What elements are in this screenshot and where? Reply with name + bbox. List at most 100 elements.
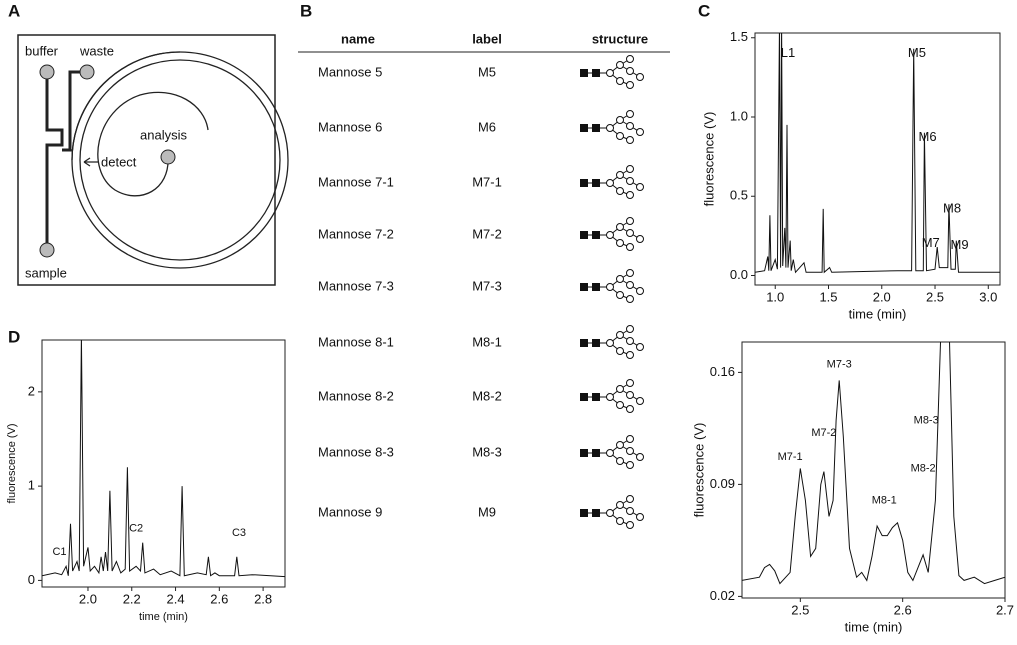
glycan-circle xyxy=(616,171,624,179)
glycan-circle xyxy=(636,343,644,351)
glycan-circle xyxy=(616,501,624,509)
x-tick-label: 1.5 xyxy=(819,289,837,304)
glycan-circle xyxy=(626,281,634,289)
glycan-circle xyxy=(606,339,614,347)
glycan-circle xyxy=(616,61,624,69)
glycan-circle xyxy=(636,73,644,81)
peak-label: M7 xyxy=(922,235,940,250)
glycan-label: M8-1 xyxy=(472,334,502,349)
glycan-circle xyxy=(626,461,634,469)
glycan-circle xyxy=(626,136,634,144)
glycan-circle xyxy=(616,385,624,393)
glycan-circle xyxy=(626,391,634,399)
glycan-square xyxy=(592,124,600,132)
glycan-label: M5 xyxy=(478,64,496,79)
x-tick-label: 2.0 xyxy=(79,591,97,606)
glycan-square xyxy=(580,449,588,457)
x-tick-label: 2.2 xyxy=(123,591,141,606)
peak-label: C1 xyxy=(52,546,66,558)
peak-label: M8 xyxy=(943,200,961,215)
glycan-label: M8-3 xyxy=(472,444,502,459)
peak-label: L1 xyxy=(781,45,795,60)
glycan-square xyxy=(592,283,600,291)
glycan-circle xyxy=(626,269,634,277)
trace xyxy=(42,340,285,578)
glycan-circle xyxy=(626,405,634,413)
glycan-circle xyxy=(636,128,644,136)
glycan-circle xyxy=(626,495,634,503)
glycan-circle xyxy=(616,331,624,339)
x-axis-label: time (min) xyxy=(139,611,188,623)
y-tick-label: 1.5 xyxy=(730,29,748,44)
glycan-circle xyxy=(626,521,634,529)
glycan-circle xyxy=(626,110,634,118)
panel-label: A xyxy=(8,1,20,20)
port-label: buffer xyxy=(25,43,59,58)
channels xyxy=(45,51,289,269)
plot-frame xyxy=(754,32,1001,286)
glycan-circle xyxy=(616,401,624,409)
glycan-circle xyxy=(626,325,634,333)
peak-label: C2 xyxy=(129,522,143,534)
glycan-circle xyxy=(616,77,624,85)
x-tick-label: 2.6 xyxy=(210,591,228,606)
glycan-square xyxy=(592,449,600,457)
glycan-circle xyxy=(626,191,634,199)
glycan-label: M7-2 xyxy=(472,226,502,241)
port xyxy=(160,149,176,165)
glycan-circle xyxy=(626,295,634,303)
glycan-name: Mannose 8-2 xyxy=(318,388,394,403)
peak-label: M7-3 xyxy=(827,358,852,370)
port xyxy=(39,242,55,258)
plot-frame xyxy=(41,339,286,588)
glycan-circle xyxy=(616,239,624,247)
glycan-circle xyxy=(606,509,614,517)
glycan-circle xyxy=(626,81,634,89)
column-header: label xyxy=(472,31,502,46)
x-tick-label: 2.4 xyxy=(167,591,185,606)
peak-label: M8-2 xyxy=(911,462,936,474)
glycan-circle xyxy=(616,291,624,299)
glycan-circle xyxy=(616,116,624,124)
panel-label: D xyxy=(8,327,20,346)
peak-label: M7-1 xyxy=(778,451,803,463)
glycan-circle xyxy=(636,453,644,461)
y-tick-label: 0.16 xyxy=(710,364,735,379)
peak-label: C3 xyxy=(232,527,246,539)
y-axis-label: fluorescence (V) xyxy=(701,112,716,207)
column-header: name xyxy=(341,31,375,46)
glycan-circle xyxy=(636,513,644,521)
glycan-name: Mannose 7-1 xyxy=(318,174,394,189)
peak-label: M7-2 xyxy=(811,427,836,439)
port-label: analysis xyxy=(140,127,187,142)
x-axis-label: time (min) xyxy=(849,306,907,321)
x-tick-label: 3.0 xyxy=(979,289,997,304)
glycan-circle xyxy=(606,124,614,132)
glycan-circle xyxy=(636,235,644,243)
peak-label: M5 xyxy=(908,45,926,60)
y-axis-label: fluorescence (V) xyxy=(691,423,706,518)
glycan-circle xyxy=(626,337,634,345)
glycan-circle xyxy=(626,229,634,237)
panel-label: B xyxy=(300,1,312,20)
glycan-circle xyxy=(616,457,624,465)
glycan-square xyxy=(592,509,600,517)
glycan-square xyxy=(580,124,588,132)
glycan-name: Mannose 7-3 xyxy=(318,278,394,293)
glycan-circle xyxy=(626,177,634,185)
glycan-square xyxy=(592,179,600,187)
glycan-name: Mannose 8-1 xyxy=(318,334,394,349)
y-axis-label: fluorescence (V) xyxy=(6,423,18,503)
glycan-square xyxy=(580,69,588,77)
x-tick-label: 1.0 xyxy=(766,289,784,304)
glycan-square xyxy=(580,393,588,401)
glycan-name: Mannose 6 xyxy=(318,119,382,134)
y-tick-label: 2 xyxy=(28,383,35,398)
peak-label: M6 xyxy=(919,129,937,144)
glycan-label: M7-1 xyxy=(472,174,502,189)
glycan-circle xyxy=(606,283,614,291)
glycan-square xyxy=(580,179,588,187)
glycan-circle xyxy=(626,217,634,225)
panel-a: A buffer waste analysis detect sample xyxy=(8,1,289,286)
